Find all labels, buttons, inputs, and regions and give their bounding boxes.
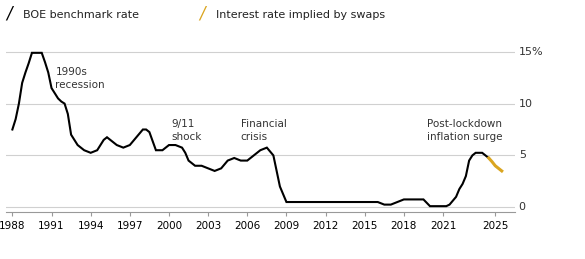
Text: BOE benchmark rate: BOE benchmark rate (23, 10, 139, 20)
Text: 10: 10 (519, 99, 533, 109)
Text: Financial
crisis: Financial crisis (241, 119, 287, 141)
Text: Post-lockdown
inflation surge: Post-lockdown inflation surge (428, 119, 503, 141)
Text: 9/11
shock: 9/11 shock (171, 119, 202, 141)
Text: 5: 5 (519, 150, 526, 160)
Text: 15%: 15% (519, 47, 543, 57)
Text: Interest rate implied by swaps: Interest rate implied by swaps (216, 10, 386, 20)
Text: 0: 0 (519, 202, 526, 212)
Text: /: / (6, 4, 12, 22)
Text: /: / (199, 4, 205, 22)
Text: 1990s
recession: 1990s recession (56, 67, 105, 90)
